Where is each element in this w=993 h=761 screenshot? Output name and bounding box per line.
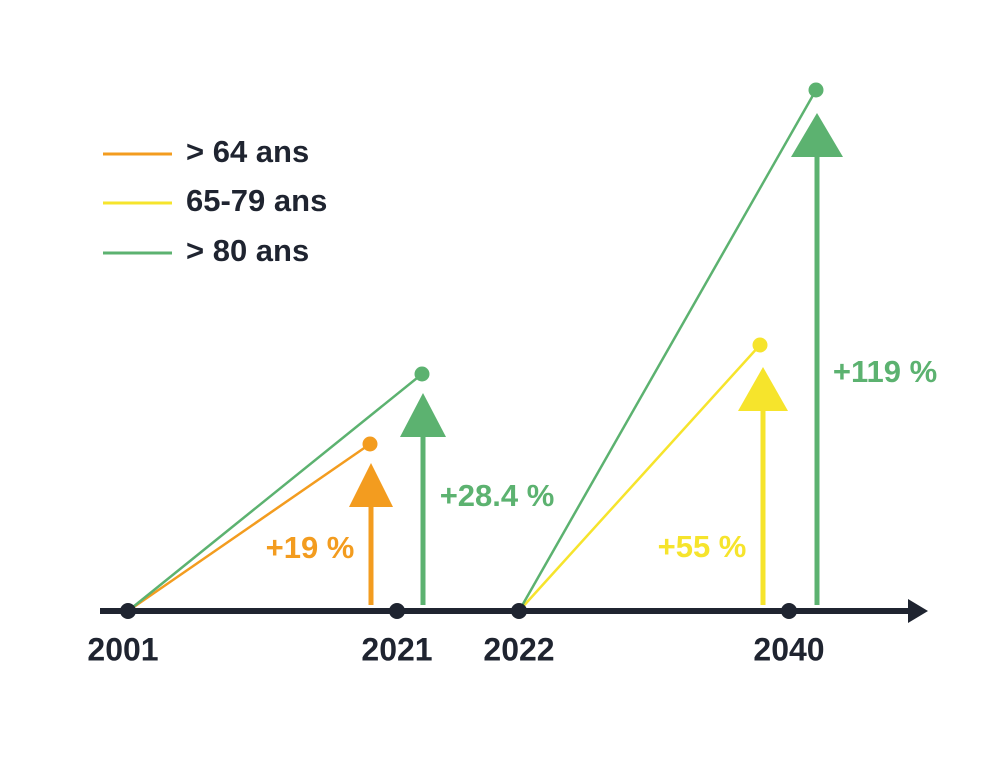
year-label: 2022 <box>483 631 554 667</box>
growth-line <box>127 442 371 613</box>
year-label: 2040 <box>753 631 824 667</box>
growth-dot <box>414 366 430 382</box>
growth-arrow-head <box>349 463 393 507</box>
growth-line <box>127 373 423 612</box>
growth-label: +119 % <box>833 354 937 389</box>
growth-dot <box>808 82 824 98</box>
timeline-dot <box>389 603 405 619</box>
growth-label: +19 % <box>266 530 355 565</box>
legend-label: > 80 ans <box>186 233 309 268</box>
year-label: 2001 <box>87 631 158 667</box>
growth-dot <box>362 436 378 452</box>
timeline-dot <box>781 603 797 619</box>
axis-arrowhead <box>908 599 928 623</box>
growth-line <box>518 344 761 612</box>
growth-dot <box>752 337 768 353</box>
timeline-dot <box>511 603 527 619</box>
year-label: 2021 <box>361 631 432 667</box>
legend-label: > 64 ans <box>186 134 309 169</box>
growth-arrow-head <box>400 393 446 437</box>
timeline-dot <box>120 603 136 619</box>
legend-label: 65-79 ans <box>186 183 327 218</box>
growth-label: +55 % <box>658 529 747 564</box>
growth-label: +28.4 % <box>440 478 555 513</box>
growth-arrow-head <box>738 367 788 411</box>
growth-line <box>517 89 818 612</box>
growth-arrow-head <box>791 113 843 157</box>
